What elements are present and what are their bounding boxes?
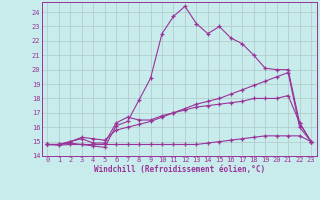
X-axis label: Windchill (Refroidissement éolien,°C): Windchill (Refroidissement éolien,°C) xyxy=(94,165,265,174)
